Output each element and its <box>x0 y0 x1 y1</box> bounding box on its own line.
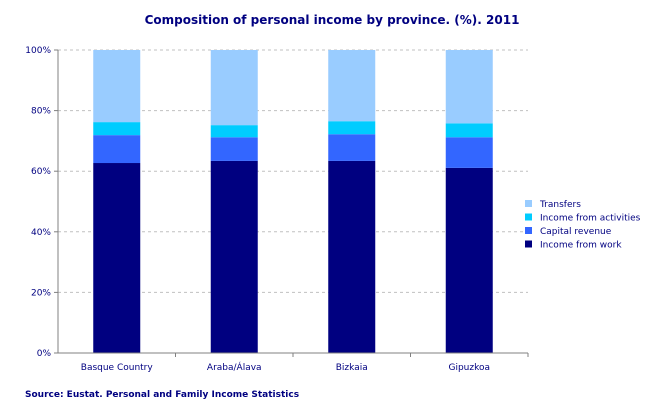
bar-segment <box>328 121 376 135</box>
bar-segment <box>328 50 376 122</box>
bar-segment <box>210 50 258 126</box>
legend-label: Income from activities <box>540 214 641 224</box>
source-note: Source: Eustat. Personal and Family Inco… <box>25 390 299 400</box>
bar-segment <box>93 122 141 136</box>
legend-label: Income from work <box>540 241 622 251</box>
x-tick-label: Araba/Álava <box>207 361 262 373</box>
y-tick-label: 80% <box>31 107 51 117</box>
bar-segment <box>328 134 376 161</box>
bar-segment <box>210 137 258 161</box>
chart-title: Composition of personal income by provin… <box>145 13 520 27</box>
bar-segment <box>445 137 493 168</box>
x-tick-label: Bizkaia <box>336 363 368 373</box>
x-tick-label: Basque Country <box>81 363 154 373</box>
legend-swatch <box>525 213 532 221</box>
legend-swatch <box>525 200 532 207</box>
y-tick-label: 100% <box>25 46 51 56</box>
bar-segment <box>445 123 493 138</box>
y-tick-label: 20% <box>31 288 51 298</box>
y-tick-label: 0% <box>37 349 52 359</box>
legend-label: Capital revenue <box>540 227 612 237</box>
y-tick-label: 60% <box>31 167 51 177</box>
y-tick-label: 40% <box>31 228 51 238</box>
bar-segment <box>210 125 258 138</box>
legend-swatch <box>525 227 532 234</box>
bar-segment <box>93 50 141 123</box>
bar-segment <box>93 135 141 164</box>
bar-segment <box>93 163 141 353</box>
bar-segment <box>210 160 258 353</box>
legend-swatch <box>525 240 532 248</box>
bar-segment <box>328 160 376 353</box>
bar-segment <box>445 50 493 124</box>
x-tick-label: Gipuzkoa <box>448 363 490 373</box>
bar-segment <box>445 167 493 353</box>
legend-label: Transfers <box>539 200 581 210</box>
